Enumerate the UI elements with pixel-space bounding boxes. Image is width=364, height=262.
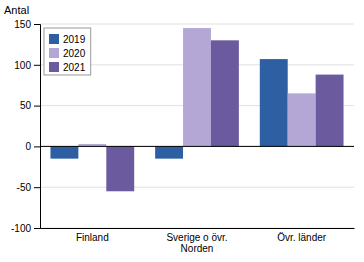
legend-label: 2020 — [63, 48, 86, 59]
x-tick: Övr. länder — [277, 228, 327, 243]
plot: -100 -50 0 50 100 150 Finland Sverige o övr.Nor… — [4, 4, 355, 254]
legend: 2019 2020 2021 — [44, 28, 91, 75]
tick-label: -100 — [11, 223, 31, 234]
grid — [40, 24, 354, 228]
y-axis: -100 -50 0 50 100 150 — [11, 19, 41, 234]
tick-label: 0 — [25, 141, 31, 152]
grid-line — [40, 24, 354, 25]
chart-container: -100 -50 0 50 100 150 Finland Sverige o övr.Nor… — [0, 0, 364, 262]
tick-mark — [34, 228, 40, 229]
legend-swatch — [49, 34, 59, 44]
bar — [106, 146, 134, 191]
grid-line — [40, 187, 354, 188]
legend-swatch — [49, 62, 59, 72]
y-tick: -50 — [17, 182, 40, 193]
legend-item: 2021 — [49, 62, 86, 73]
bars — [50, 28, 343, 191]
legend-frame — [44, 28, 91, 75]
bar — [183, 28, 211, 146]
x-tick: Finland — [76, 228, 109, 243]
legend-item: 2020 — [49, 48, 86, 59]
grid-line — [40, 146, 354, 147]
zero-line — [40, 146, 354, 147]
chart-svg: -100 -50 0 50 100 150 Finland Sverige o övr.Nor… — [0, 0, 364, 262]
bar-series — [106, 40, 343, 191]
tick-mark — [34, 65, 40, 66]
y-tick: 0 — [25, 141, 40, 152]
tick-mark — [34, 106, 40, 107]
legend-label: 2021 — [63, 62, 86, 73]
bar — [288, 93, 316, 146]
tick-mark — [34, 146, 40, 147]
legend-label: 2019 — [63, 34, 86, 45]
bar — [260, 59, 288, 146]
tick-label-line: Övr. länder — [277, 232, 327, 243]
tick-label: Finland — [76, 232, 109, 243]
y-tick: 100 — [14, 60, 40, 71]
legend-swatch — [49, 48, 59, 58]
tick-label: Sverige o övr.Norden — [166, 232, 227, 254]
axis-line — [34, 25, 41, 229]
tick-label: 50 — [20, 100, 32, 111]
tick-label: 150 — [14, 19, 31, 30]
y-label: Antal — [4, 4, 29, 16]
tick-label: Övr. länder — [277, 232, 327, 243]
tick-mark — [34, 24, 40, 25]
y-tick: 150 — [14, 19, 40, 30]
bar — [155, 146, 183, 158]
bar — [316, 75, 344, 147]
tick-label-line: Finland — [76, 232, 109, 243]
x-axis: Finland Sverige o övr.Norden Övr. länder — [41, 228, 355, 254]
bar — [50, 146, 78, 158]
y-tick: 50 — [20, 100, 40, 111]
axis-line — [41, 228, 355, 229]
y-tick: -100 — [11, 223, 40, 234]
grid-line — [40, 228, 354, 229]
tick-label-line: Sverige o övr. — [166, 232, 227, 243]
bar-series — [78, 28, 315, 146]
tick-label-line: Norden — [181, 243, 214, 254]
tick-mark — [34, 187, 40, 188]
bar — [211, 40, 239, 146]
x-tick: Sverige o övr.Norden — [166, 228, 227, 254]
legend-item: 2019 — [49, 34, 86, 45]
tick-label: -50 — [17, 182, 32, 193]
tick-label: 100 — [14, 60, 31, 71]
